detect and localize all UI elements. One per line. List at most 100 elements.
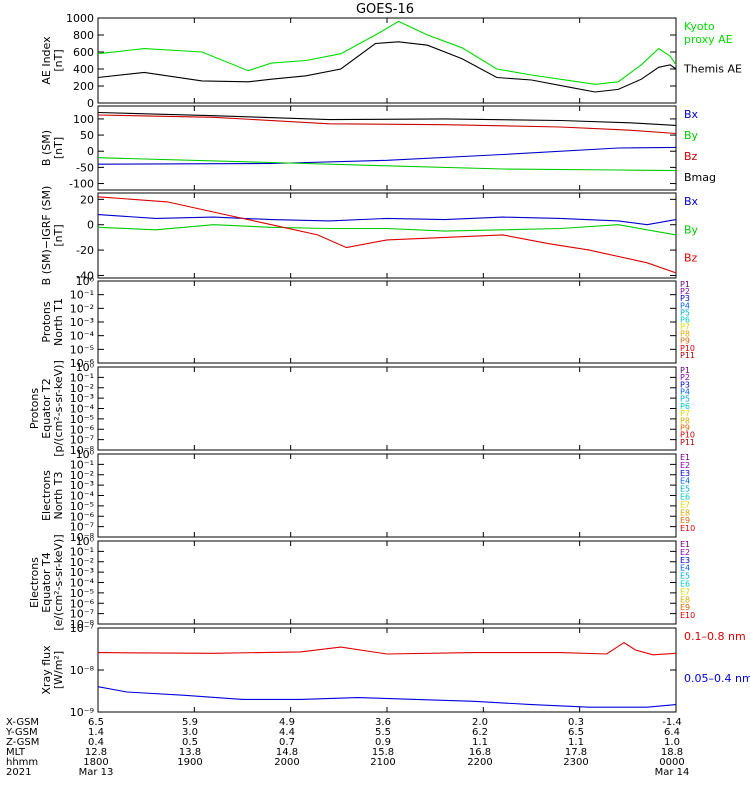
y-tick-label: -50 <box>76 161 94 174</box>
series-line <box>97 641 677 656</box>
footer-row-label: X-GSM <box>6 717 39 728</box>
y-tick-label: 10⁻⁵ <box>70 500 94 513</box>
legend-entry: By <box>684 129 699 142</box>
footer-value: -1.4 <box>662 717 682 728</box>
y-tick-label: 10⁻¹ <box>70 289 94 302</box>
channel-label: P10 <box>680 431 695 440</box>
y-tick-label: 10⁻² <box>70 556 94 569</box>
y-tick-label: 10⁻⁴ <box>70 490 95 503</box>
legend-entry: Themis AE <box>683 63 742 76</box>
channel-label: P11 <box>680 351 695 360</box>
y-axis-label: [W/m²] <box>52 651 65 689</box>
y-tick-label: 10⁻³ <box>70 479 94 492</box>
channel-label: P4 <box>680 301 690 310</box>
footer-value: 1.1 <box>472 737 488 748</box>
channel-label: E5 <box>680 572 690 581</box>
panel-frame <box>97 366 677 451</box>
y-tick-label: 400 <box>73 63 94 76</box>
footer-value: 5.9 <box>182 717 198 728</box>
y-axis-label: [nT] <box>52 137 65 159</box>
channel-label: P11 <box>680 438 695 447</box>
y-tick-label: 10⁻⁸ <box>70 664 95 677</box>
panel-frame <box>97 627 677 713</box>
y-tick-label: 800 <box>73 29 94 42</box>
y-tick-label: 10⁻⁷ <box>70 434 94 447</box>
panel-8: 10⁻⁹ 10⁻⁸ 10⁻⁷ Xray flux [W/m²] 0.1–0.8 nm 0.0… <box>40 622 750 719</box>
channel-label: E4 <box>680 477 690 486</box>
series-line <box>97 214 677 226</box>
channel-label: P5 <box>680 308 690 317</box>
footer-value: 6.4 <box>664 727 680 738</box>
footer-row-label: Z-GSM <box>6 737 39 748</box>
footer-value: 0000 <box>659 757 684 768</box>
channel-label: P9 <box>680 423 690 432</box>
footer-value: 3.6 <box>375 717 391 728</box>
footer-value: 4.9 <box>279 717 295 728</box>
y-axis-label: Equator T2 <box>40 378 53 438</box>
y-tick-label: 10⁻² <box>70 382 94 395</box>
footer-row-label: hhmm <box>6 757 38 768</box>
y-tick-label: 0 <box>87 219 94 232</box>
channel-label: E10 <box>680 611 695 620</box>
y-tick-label: 10⁻⁷ <box>70 608 94 621</box>
footer-value: 6.2 <box>472 727 488 738</box>
legend-entry: 0.1–0.8 nm <box>684 630 746 643</box>
y-tick-label: 10⁻³ <box>70 316 94 329</box>
y-tick-label: -40 <box>76 269 94 282</box>
y-axis-label: Xray flux <box>40 645 53 695</box>
channel-label: P8 <box>680 416 690 425</box>
channel-label: E6 <box>680 580 690 589</box>
y-axis-label: North T1 <box>52 298 65 346</box>
y-tick-label: 10⁻⁴ <box>70 577 95 590</box>
y-tick-label: -20 <box>76 244 94 257</box>
footer-value: 15.8 <box>372 747 394 758</box>
series-line <box>97 224 677 236</box>
y-tick-label: 10⁻⁶ <box>70 423 95 436</box>
y-tick-label: 10⁰ <box>76 448 95 461</box>
channel-label: E10 <box>680 524 695 533</box>
channel-label: E8 <box>680 595 690 604</box>
footer-value: 1.1 <box>568 737 584 748</box>
footer-value: Mar 13 <box>79 767 114 778</box>
channel-label: E2 <box>680 548 690 557</box>
footer-value: 2100 <box>370 757 395 768</box>
y-tick-label: 20 <box>80 193 94 206</box>
footer-value: 2200 <box>467 757 492 768</box>
footer-value: 0.3 <box>568 717 584 728</box>
series-line <box>97 157 677 172</box>
channel-label: P6 <box>680 315 690 324</box>
footer-value: 14.8 <box>276 747 298 758</box>
channel-label: P2 <box>680 373 690 382</box>
legend-entry: By <box>684 223 699 236</box>
channel-label: P1 <box>680 280 690 289</box>
channel-label: E4 <box>680 564 690 573</box>
channel-label: P5 <box>680 395 690 404</box>
footer-value: 0.7 <box>279 737 295 748</box>
footer-value: 4.4 <box>279 727 295 738</box>
y-tick-label: 10⁻² <box>70 469 94 482</box>
y-tick-label: 10⁻³ <box>70 392 94 405</box>
y-axis-label: Protons <box>40 301 53 342</box>
footer-value: 1.0 <box>664 737 680 748</box>
panel-5: 10⁻⁸10⁻⁷10⁻⁶10⁻⁵10⁻⁴10⁻³10⁻²10⁻¹10⁰Proto… <box>28 360 695 457</box>
channel-label: E7 <box>680 500 690 509</box>
y-tick-label: 0 <box>87 97 94 110</box>
series-line <box>97 114 677 135</box>
y-tick-label: 100 <box>73 113 94 126</box>
y-axis-label: [p/(cm²-s-sr-keV)] <box>52 360 65 457</box>
channel-label: E1 <box>680 453 690 462</box>
y-axis-label: North T3 <box>52 472 65 520</box>
y-tick-label: 50 <box>80 129 94 142</box>
channel-label: E2 <box>680 461 690 470</box>
channel-label: E9 <box>680 516 690 525</box>
footer-value: 3.0 <box>182 727 198 738</box>
y-tick-label: 10⁻² <box>70 302 94 315</box>
y-tick-label: 10⁰ <box>76 275 95 288</box>
footer-value: 1900 <box>177 757 202 768</box>
y-tick-label: 10⁻⁹ <box>70 706 94 719</box>
y-tick-label: 10⁻⁴ <box>70 403 95 416</box>
y-tick-label: 10⁻⁶ <box>70 597 95 610</box>
legend-entry: 0.05–0.4 nm <box>684 672 750 685</box>
footer-value: 2000 <box>274 757 299 768</box>
panel-frame <box>97 453 677 538</box>
